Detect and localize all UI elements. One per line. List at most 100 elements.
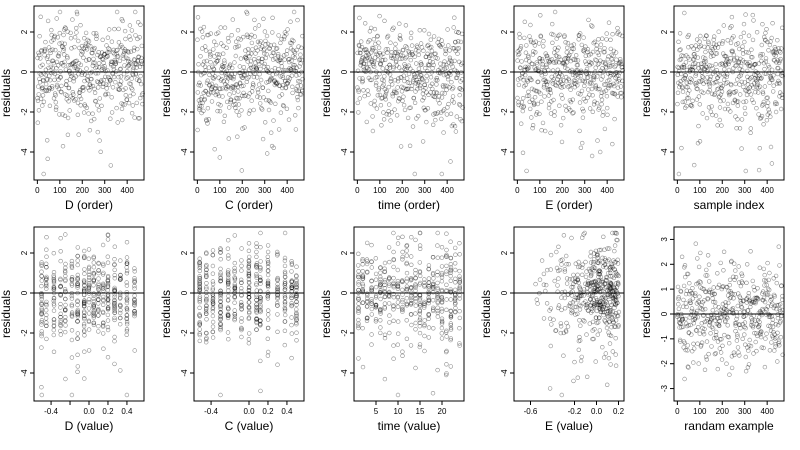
data-point xyxy=(357,15,362,21)
data-point xyxy=(439,264,445,269)
data-point xyxy=(216,101,221,107)
data-point xyxy=(82,72,88,77)
data-point xyxy=(299,45,304,50)
data-point xyxy=(231,90,237,95)
data-point xyxy=(86,311,92,316)
data-point xyxy=(548,252,554,258)
data-point xyxy=(258,388,263,394)
data-point xyxy=(131,72,136,78)
data-point xyxy=(272,78,277,84)
data-point xyxy=(265,243,271,248)
data-point xyxy=(575,272,580,277)
data-point xyxy=(101,346,106,351)
data-point xyxy=(118,82,123,88)
data-point xyxy=(520,95,526,101)
data-point xyxy=(380,57,386,63)
data-point xyxy=(391,230,396,236)
data-point xyxy=(448,364,453,369)
data-point xyxy=(420,91,426,96)
data-point xyxy=(138,73,143,79)
data-point xyxy=(560,81,565,87)
data-point xyxy=(58,75,63,80)
data-point xyxy=(598,42,604,47)
data-point xyxy=(39,392,44,398)
data-point xyxy=(425,43,430,48)
data-point xyxy=(90,63,96,68)
data-point xyxy=(551,32,556,37)
data-point xyxy=(359,59,364,64)
data-point xyxy=(549,74,554,80)
data-point xyxy=(444,62,449,68)
data-point xyxy=(534,60,539,65)
data-point xyxy=(515,95,520,101)
data-point xyxy=(695,315,700,320)
data-point xyxy=(589,153,595,159)
data-point xyxy=(727,277,733,282)
data-point xyxy=(576,37,581,42)
data-point xyxy=(539,99,544,104)
data-point xyxy=(68,62,73,68)
data-point xyxy=(397,33,403,38)
data-point xyxy=(256,90,261,95)
data-point xyxy=(561,60,567,66)
data-point xyxy=(441,72,447,78)
data-point xyxy=(567,52,572,58)
data-point xyxy=(110,59,115,65)
data-point xyxy=(233,82,239,87)
data-point xyxy=(404,248,409,253)
data-point xyxy=(552,9,558,15)
data-point xyxy=(121,51,127,56)
data-point xyxy=(385,35,390,40)
data-point xyxy=(388,118,393,123)
data-point xyxy=(540,64,545,70)
data-point xyxy=(73,74,79,79)
data-point xyxy=(260,136,266,142)
data-point xyxy=(58,61,64,66)
data-point xyxy=(690,286,695,291)
data-point xyxy=(523,50,529,55)
data-point xyxy=(372,103,377,108)
data-point xyxy=(95,103,100,108)
data-point xyxy=(562,34,567,39)
data-point xyxy=(436,110,441,115)
data-point xyxy=(364,119,369,125)
data-point xyxy=(389,55,394,61)
data-point xyxy=(87,82,92,88)
data-point xyxy=(241,73,247,78)
data-point xyxy=(545,87,551,93)
data-point xyxy=(125,56,131,62)
x-tick-label: 200 xyxy=(716,186,730,195)
data-point xyxy=(746,50,751,55)
data-point xyxy=(121,71,127,77)
data-point xyxy=(128,81,134,87)
data-point xyxy=(391,249,396,255)
data-point xyxy=(370,63,376,68)
data-point xyxy=(400,257,405,262)
y-tick-label: -2 xyxy=(500,329,509,337)
data-point xyxy=(94,33,99,39)
data-point xyxy=(245,76,250,81)
data-point xyxy=(748,130,753,136)
data-point xyxy=(394,58,399,64)
data-point xyxy=(728,40,734,46)
data-point xyxy=(441,84,446,90)
data-point xyxy=(517,65,523,70)
data-point xyxy=(63,376,68,382)
data-point xyxy=(413,47,419,53)
data-point xyxy=(429,53,434,58)
data-point xyxy=(761,99,766,105)
data-point xyxy=(550,40,555,45)
data-point xyxy=(391,53,397,59)
data-point xyxy=(63,82,69,87)
data-point xyxy=(140,91,145,96)
data-point xyxy=(80,50,85,55)
data-point xyxy=(297,57,302,63)
data-point xyxy=(378,325,383,330)
data-point xyxy=(243,69,248,74)
data-point xyxy=(704,339,710,344)
data-point xyxy=(533,50,538,55)
data-point xyxy=(251,107,256,113)
data-point xyxy=(367,54,372,60)
data-point xyxy=(563,74,569,80)
data-point xyxy=(36,52,42,58)
